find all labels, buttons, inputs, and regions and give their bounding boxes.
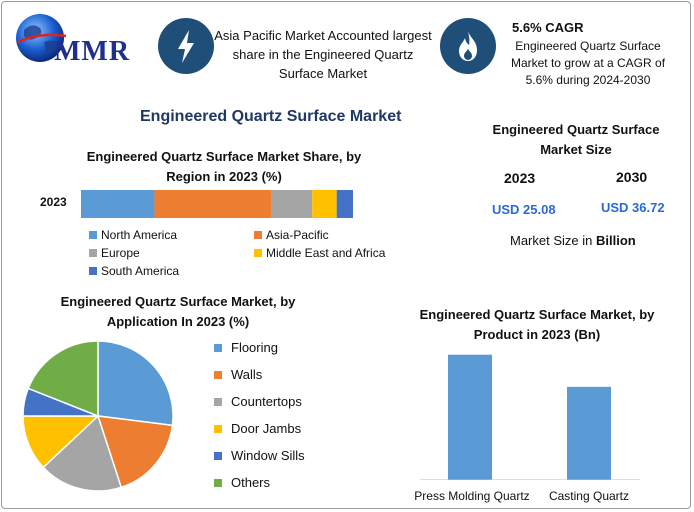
- market-size-value-2030: USD 36.72: [601, 200, 665, 215]
- legend-label: South America: [101, 264, 180, 278]
- cagr-title: 5.6% CAGR: [512, 20, 584, 35]
- application-chart-title: Engineered Quartz Surface Market, by App…: [60, 294, 296, 329]
- legend-swatch: [254, 249, 262, 257]
- bar-casting-quartz: [567, 386, 611, 480]
- bar-segment-south-america: [336, 190, 353, 218]
- pie-slice-countertops: [42, 414, 123, 492]
- legend-swatch: [214, 343, 222, 352]
- legend-swatch: [214, 424, 222, 433]
- legend-asia-pacific: Asia-Pacific: [254, 228, 329, 242]
- pie-legend-door-jambs: Door Jambs: [214, 421, 301, 436]
- main-title: Engineered Quartz Surface Market: [140, 108, 402, 125]
- product-x-label-casting: Casting Quartz: [548, 489, 630, 503]
- legend-label: Walls: [231, 367, 263, 382]
- logo: MMR: [14, 12, 144, 68]
- pie-legend-window-sills: Window Sills: [214, 448, 305, 463]
- logo-text: MMR: [54, 36, 131, 67]
- legend-label: Flooring: [231, 340, 278, 355]
- market-size-year-2030: 2030: [616, 169, 648, 185]
- market-size-title: Engineered Quartz Surface Market Size: [492, 122, 660, 157]
- legend-label: Middle East and Africa: [266, 246, 386, 260]
- product-chart-title: Engineered Quartz Surface Market, by Pro…: [419, 307, 655, 342]
- bar-segment-asia-pacific: [154, 190, 272, 218]
- legend-swatch: [214, 451, 222, 460]
- legend-swatch: [214, 478, 222, 487]
- market-size-note-prefix: Market Size in: [510, 233, 596, 248]
- market-size-note: Market Size in Billion: [510, 233, 636, 248]
- market-size-note-unit: Billion: [595, 233, 636, 248]
- legend-label: Window Sills: [231, 448, 305, 463]
- legend-label: North America: [101, 228, 178, 242]
- region-chart-category: 2023: [40, 195, 67, 209]
- legend-label: Countertops: [231, 394, 302, 409]
- pie-legend-flooring: Flooring: [214, 340, 278, 355]
- pie-legend-countertops: Countertops: [214, 394, 302, 409]
- application-pie-chart: [22, 340, 174, 492]
- cagr-text: Engineered Quartz Surface Market to grow…: [510, 39, 666, 87]
- legend-swatch: [89, 249, 97, 257]
- pie-slice-flooring: [97, 340, 174, 427]
- market-size-value-2023: USD 25.08: [492, 202, 556, 217]
- bar-segment-europe: [271, 190, 313, 218]
- product-bar-chart: [420, 354, 640, 480]
- legend-swatch: [214, 397, 222, 406]
- flame-icon: [440, 18, 496, 74]
- pie-slice-others: [27, 340, 99, 418]
- legend-swatch: [89, 267, 97, 275]
- legend-swatch: [89, 231, 97, 239]
- bar-segment-middle-east-and-africa: [312, 190, 337, 218]
- legend-swatch: [254, 231, 262, 239]
- product-x-label-press-molding: Press Molding Quartz: [414, 489, 530, 503]
- legend-label: Door Jambs: [231, 421, 302, 436]
- legend-middle-east-africa: Middle East and Africa: [254, 246, 385, 260]
- legend-north-america: North America: [89, 228, 177, 242]
- pie-legend-others: Others: [214, 475, 270, 490]
- legend-label: Others: [231, 475, 271, 490]
- legend-label: Europe: [101, 246, 140, 260]
- lightning-icon: [158, 18, 214, 74]
- pie-legend-walls: Walls: [214, 367, 262, 382]
- legend-europe: Europe: [89, 246, 140, 260]
- bar-segment-north-america: [81, 190, 155, 218]
- legend-label: Asia-Pacific: [266, 228, 329, 242]
- region-chart-title: Engineered Quartz Surface Market Share, …: [86, 149, 362, 184]
- legend-south-america: South America: [89, 264, 179, 278]
- pie-slice-walls: [96, 415, 174, 489]
- region-stacked-bar: [81, 190, 353, 218]
- legend-swatch: [214, 370, 222, 379]
- globe-icon: [16, 14, 67, 62]
- bar-press-molding-quartz: [448, 354, 492, 480]
- region-highlight-text: Asia Pacific Market Accounted largest sh…: [214, 28, 432, 81]
- market-size-year-2023: 2023: [504, 170, 536, 186]
